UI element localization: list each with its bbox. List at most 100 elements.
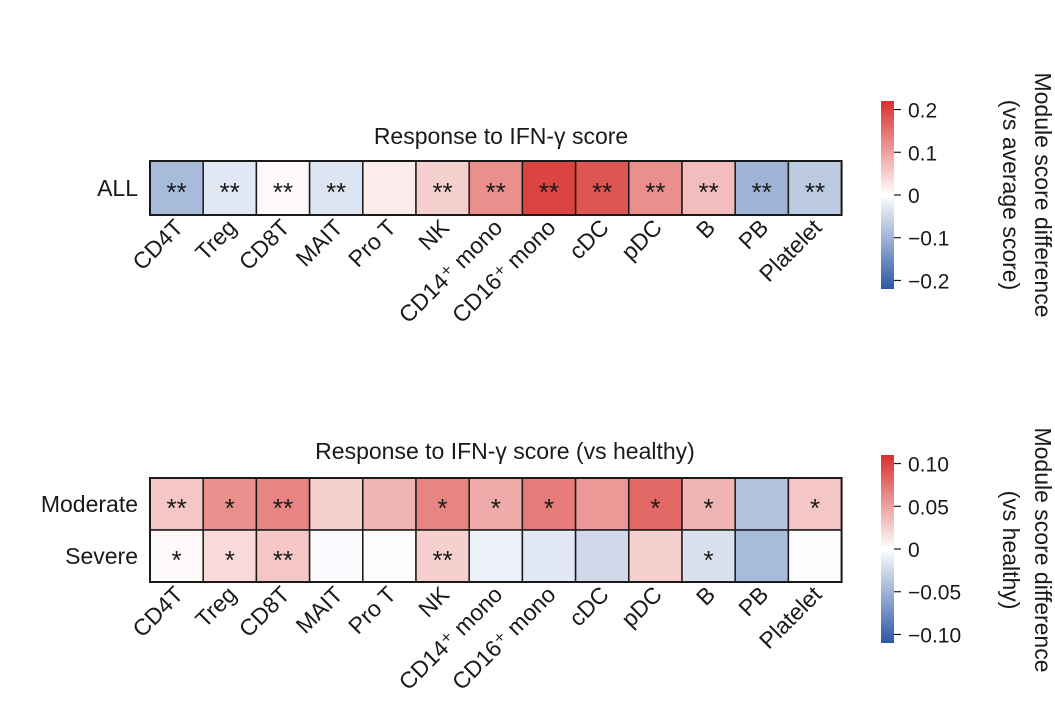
column-label: Pro T — [343, 214, 401, 272]
significance-label: ** — [432, 545, 452, 575]
significance-label: ** — [273, 545, 293, 575]
column-label: CD4T — [127, 214, 188, 275]
heatmap-cell-severe-cd8t — [255, 529, 311, 583]
colorbar-tick-label: 0 — [908, 539, 920, 562]
heatmap-cell-moderate-mait — [308, 477, 364, 531]
significance-label: * — [491, 493, 501, 523]
significance-label: * — [810, 493, 820, 523]
colorbar-tick-label: −0.10 — [908, 624, 961, 647]
significance-label: ** — [166, 177, 186, 207]
column-label: cDC — [564, 214, 614, 264]
significance-label: * — [650, 493, 660, 523]
heatmap-cell-severe-cdc — [574, 529, 630, 583]
heatmap-cell-severe-platelet — [787, 529, 843, 583]
heatmap-cell-moderate-treg — [202, 477, 258, 531]
heatmap-cell-severe-mait — [308, 529, 364, 583]
significance-label: * — [438, 493, 448, 523]
colorbar-tick-label: 0 — [908, 185, 920, 208]
colorbar-all: Module score difference (vs average scor… — [881, 72, 1055, 318]
significance-label: * — [704, 493, 714, 523]
colorbar-label: Module score difference — [1030, 72, 1055, 317]
column-label: pDC — [616, 214, 667, 265]
colorbar-tick-label: −0.2 — [908, 270, 949, 293]
significance-label: ** — [698, 177, 718, 207]
column-label: PB — [733, 581, 773, 621]
significance-label: ** — [539, 177, 559, 207]
column-label: PB — [733, 214, 773, 254]
heatmap-border — [149, 160, 843, 216]
heatmap-cell-all-b — [681, 160, 736, 216]
heatmap-cell-all-treg — [202, 160, 258, 216]
colorbar-label: (vs healthy) — [998, 491, 1024, 610]
heatmap-border — [149, 477, 843, 583]
significance-label: ** — [752, 177, 772, 207]
heatmap-cell-severe-pb — [734, 529, 790, 583]
heatmap-panel-all: Response to IFN-γ score ** ** ** ** ** ** ** **… — [97, 123, 843, 328]
significance-label: ** — [645, 177, 665, 207]
colorbar-tick-label: −0.05 — [908, 582, 961, 605]
column-label: B — [691, 214, 720, 243]
heatmap-cell-moderate-platelet — [787, 477, 843, 531]
heatmap-cell-severe-pdc — [628, 529, 683, 583]
colorbar-gradient — [881, 455, 894, 643]
significance-label: * — [544, 493, 554, 523]
row-label: ALL — [97, 175, 138, 201]
significance-label: ** — [166, 493, 186, 523]
significance-label: * — [172, 545, 182, 575]
heatmap-cell-all-cdc — [574, 160, 630, 216]
colorbar-tick-label: 0.10 — [908, 454, 949, 477]
row-label: Moderate — [41, 491, 138, 517]
significance-label: ** — [592, 177, 612, 207]
heatmap-cell-all-pro-t — [362, 160, 417, 216]
colorbar-label: (vs average score) — [998, 100, 1024, 290]
heatmap-cell-severe-treg — [202, 529, 258, 583]
significance-label: * — [704, 545, 714, 575]
column-label: NK — [413, 581, 454, 622]
heatmap-cell-severe-cd14-mono — [468, 529, 524, 583]
heatmap-cell-moderate-pb — [734, 477, 790, 531]
heatmap-cell-all-cd14-mono — [468, 160, 524, 216]
significance-label: ** — [273, 493, 293, 523]
heatmap-cell-moderate-nk — [415, 477, 470, 531]
column-label: pDC — [616, 581, 667, 632]
column-label: MAIT — [290, 581, 347, 638]
colorbar-label: Module score difference — [1030, 427, 1055, 672]
significance-label: ** — [805, 177, 825, 207]
significance-label: ** — [326, 177, 346, 207]
significance-label: ** — [273, 177, 293, 207]
colorbar-tick-label: 0.05 — [908, 496, 949, 519]
column-label: MAIT — [290, 214, 347, 271]
colorbar-gradient — [881, 101, 894, 289]
colorbar-tick-label: 0.1 — [908, 142, 937, 165]
column-label: CD8T — [234, 214, 295, 275]
heatmap-cell-all-platelet — [787, 160, 843, 216]
colorbar-tick-label: −0.1 — [908, 228, 949, 251]
significance-label: ** — [220, 177, 240, 207]
column-label: B — [691, 581, 720, 610]
colorbar-vs-healthy: Module score difference (vs healthy) 0.1… — [881, 427, 1055, 673]
colorbar-tick-label: 0.2 — [908, 100, 937, 123]
column-label: CD8T — [234, 581, 295, 642]
heatmap-cell-severe-pro-t — [362, 529, 417, 583]
heatmap-cell-moderate-cd8t — [255, 477, 311, 531]
heatmap-cell-severe-nk — [415, 529, 470, 583]
column-label: cDC — [564, 581, 614, 631]
significance-label: ** — [432, 177, 452, 207]
column-label: CD4T — [127, 581, 188, 642]
column-label: NK — [413, 214, 454, 255]
panel-title: Response to IFN-γ score — [374, 123, 628, 149]
significance-label: * — [225, 493, 235, 523]
significance-label: * — [225, 545, 235, 575]
panel-title: Response to IFN-γ score (vs healthy) — [315, 438, 695, 464]
heatmap-cell-severe-cd16-mono — [521, 529, 577, 583]
heatmap-cell-moderate-b — [681, 477, 736, 531]
heatmap-cell-moderate-cdc — [574, 477, 630, 531]
heatmap-panel-vs-healthy: Response to IFN-γ score (vs healthy) ** *… — [41, 438, 843, 695]
heatmap-cell-moderate-pro-t — [362, 477, 417, 531]
significance-label: ** — [486, 177, 506, 207]
heatmap-cell-severe-b — [681, 529, 736, 583]
column-label: Pro T — [343, 581, 401, 639]
heatmap-cell-moderate-cd14-mono — [468, 477, 524, 531]
row-label: Severe — [65, 543, 138, 569]
